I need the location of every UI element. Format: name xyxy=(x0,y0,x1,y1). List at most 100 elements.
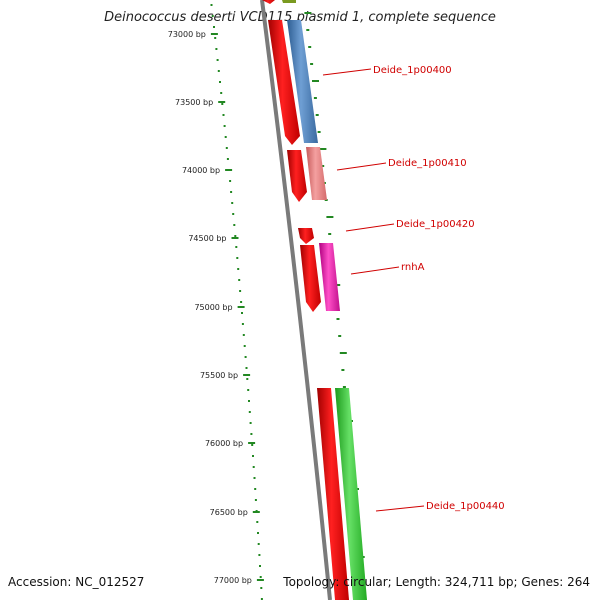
position-dot xyxy=(252,466,255,468)
gene-label-1p00440[interactable]: Deide_1p00440 xyxy=(426,501,505,512)
major-tick xyxy=(252,511,260,513)
position-dot xyxy=(238,279,241,281)
position-dot xyxy=(224,136,227,138)
position-dot xyxy=(257,543,260,545)
position-dot xyxy=(259,576,262,578)
tick-labels: 73000 bp 73500 bp 74000 bp 74500 bp 75000 bp… xyxy=(168,30,252,585)
cds-feature-1p00440 xyxy=(317,388,349,600)
outer-tick xyxy=(321,165,325,167)
position-dot xyxy=(213,26,215,28)
outer-tick xyxy=(306,29,310,31)
gene-label-group-rnhA: rnhA xyxy=(350,262,425,275)
leader-line-rnhA xyxy=(350,266,400,275)
gene-label-group-1p00400: Deide_1p00400 xyxy=(322,65,452,76)
position-dot xyxy=(230,191,233,193)
position-dot xyxy=(256,521,259,523)
position-dot xyxy=(244,356,247,358)
position-dot xyxy=(226,158,229,160)
major-tick xyxy=(237,306,245,308)
position-dot xyxy=(242,334,245,336)
position-dot xyxy=(254,499,257,501)
outer-tick xyxy=(312,80,319,82)
map-title: Deinococcus deserti VCD115 plasmid 1, co… xyxy=(104,10,496,25)
major-tick xyxy=(210,33,218,35)
gene-label-1p00400[interactable]: Deide_1p00400 xyxy=(373,65,452,76)
gene-label-group-1p00410: Deide_1p00410 xyxy=(336,158,467,171)
gene-label-group-1p00440: Deide_1p00440 xyxy=(375,501,505,512)
position-dot xyxy=(232,213,235,215)
major-tick xyxy=(256,579,264,581)
outer-tick xyxy=(326,216,334,218)
position-dot xyxy=(233,224,236,226)
position-dot xyxy=(252,455,254,457)
tick-label: 73000 bp xyxy=(168,30,206,39)
tick-label: 74500 bp xyxy=(188,234,226,243)
leader-line-1p00420 xyxy=(345,223,395,232)
position-dot xyxy=(223,125,226,127)
leader-line-1p00440 xyxy=(375,505,425,512)
gene-label-rnhA[interactable]: rnhA xyxy=(401,262,425,273)
position-dot xyxy=(220,92,223,94)
position-dot xyxy=(236,257,239,259)
position-dot xyxy=(245,367,248,369)
position-dot xyxy=(257,532,259,534)
major-tick xyxy=(248,442,256,444)
outer-tick xyxy=(317,131,321,133)
position-dot xyxy=(251,444,254,446)
outer-tick xyxy=(339,352,347,354)
position-dot xyxy=(210,4,213,6)
outer-tick xyxy=(341,369,345,371)
position-dot xyxy=(217,70,220,72)
position-dot xyxy=(248,411,251,413)
position-dot xyxy=(260,587,263,589)
outer-tick xyxy=(304,12,312,14)
position-dot xyxy=(253,477,256,479)
position-dot xyxy=(211,15,214,17)
position-dot xyxy=(240,301,243,303)
major-tick xyxy=(243,374,251,376)
position-dot xyxy=(234,235,237,237)
outer-tick xyxy=(342,386,346,388)
leader-line-1p00410 xyxy=(336,162,387,171)
gene-label-1p00420[interactable]: Deide_1p00420 xyxy=(396,219,475,230)
position-dot xyxy=(221,103,224,105)
position-dot xyxy=(246,378,249,380)
position-dot xyxy=(258,554,261,556)
gene-feature-1p00440 xyxy=(335,388,367,600)
gene-feature-top xyxy=(282,0,296,3)
outer-tick xyxy=(308,46,312,48)
position-dot xyxy=(259,565,261,567)
major-tick xyxy=(225,169,233,171)
gene-feature-1p00400 xyxy=(287,20,318,143)
cds-feature-1p00400 xyxy=(268,20,300,145)
position-dot xyxy=(247,389,250,391)
cds-feature-1p00410 xyxy=(287,150,307,202)
outer-tick xyxy=(310,63,314,65)
outer-tick xyxy=(336,318,340,320)
cds-feature-1p00420 xyxy=(298,228,314,244)
position-dot xyxy=(243,345,246,347)
outer-tick xyxy=(338,335,342,337)
tick-label: 77000 bp xyxy=(214,576,252,585)
position-dot xyxy=(214,37,217,39)
summary-label: Topology: circular; Length: 324,711 bp; … xyxy=(283,575,590,589)
outer-tick xyxy=(315,114,319,116)
position-dot xyxy=(219,81,221,83)
position-dot xyxy=(241,312,243,314)
position-dot xyxy=(215,48,218,50)
position-dot xyxy=(248,400,250,402)
gene-label-1p00410[interactable]: Deide_1p00410 xyxy=(388,158,467,169)
position-dot xyxy=(222,114,225,116)
position-dot xyxy=(241,323,244,325)
tick-label: 74000 bp xyxy=(182,166,220,175)
position-dot xyxy=(225,147,228,149)
leader-line-1p00400 xyxy=(322,68,372,76)
position-dot xyxy=(231,202,234,204)
outer-tick xyxy=(328,233,332,235)
outer-tick xyxy=(313,97,317,99)
gene-feature-rnhA xyxy=(319,243,340,311)
cds-feature-top xyxy=(262,0,275,4)
tick-label: 75500 bp xyxy=(200,371,238,380)
position-dot xyxy=(250,433,253,435)
